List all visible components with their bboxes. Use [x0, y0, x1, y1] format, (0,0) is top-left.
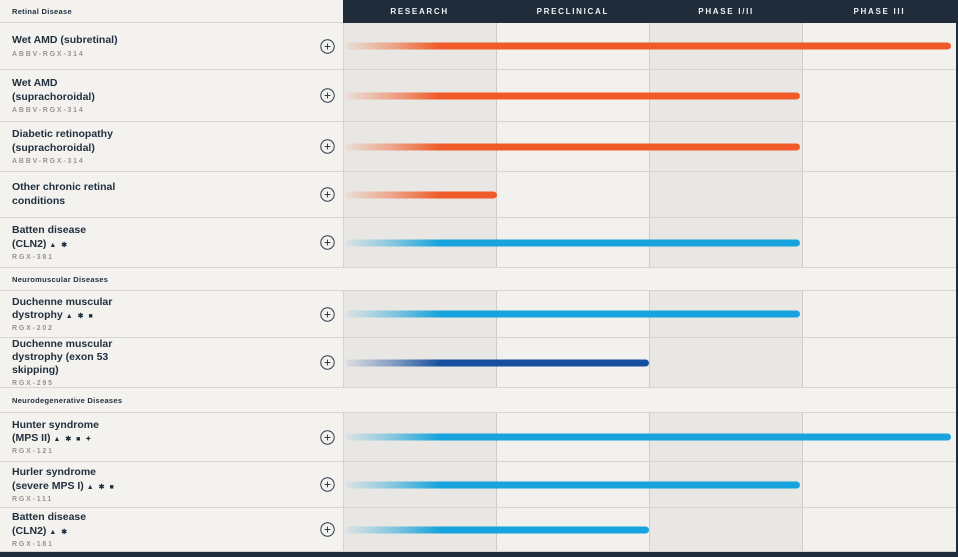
progress-bar: [345, 310, 800, 318]
program-name: Hunter syndrome (MPS II) ▲ ✱ ■ ✦: [12, 418, 99, 444]
program-label-cell: Diabetic retinopathy (suprachoroidal) ABBV…: [0, 122, 343, 171]
program-label-cell: Other chronic retinal conditions: [0, 172, 343, 217]
program-label-cell: Duchenne muscular dystrophy (exon 53 skipp…: [0, 338, 343, 387]
program-code: RGX-181: [12, 540, 54, 548]
designation-symbols: ▲ ✱: [49, 528, 69, 536]
pipeline-rows: Wet AMD (subretinal) ABBV-RGX-314 Wet AMD(…: [0, 23, 956, 552]
program-code: RGX-202: [12, 325, 54, 333]
phase-header-bar: Research Preclinical Phase I/II Phase II…: [343, 0, 956, 23]
phase-track: [343, 172, 956, 217]
pipeline-row: Duchenne muscular dystrophy ▲ ✱ ■ RGX-202: [0, 291, 956, 338]
program-label-cell: Hurler syndrome (severe MPS I) ▲ ✱ ■ RGX-11…: [0, 462, 343, 507]
expand-button[interactable]: [320, 235, 336, 251]
progress-bar: [345, 239, 800, 246]
progress-bar: [345, 526, 649, 533]
circle-plus-icon: [320, 38, 335, 54]
program-name: Diabetic retinopathy (suprachoroidal): [12, 128, 113, 154]
expand-button[interactable]: [320, 187, 336, 203]
circle-plus-icon: [320, 235, 335, 250]
pipeline-row: Batten disease (CLN2) ▲ ✱ RGX-181: [0, 508, 956, 552]
designation-symbols: ▲ ✱ ■: [86, 483, 116, 491]
circle-plus-icon: [320, 88, 335, 103]
program-code: RGX-121: [12, 448, 54, 456]
circle-plus-icon: [320, 139, 335, 154]
pipeline-row: Batten disease (CLN2) ▲ ✱ RGX-381: [0, 218, 956, 268]
program-name: Other chronic retinal conditions: [12, 181, 116, 207]
phase-track: [343, 291, 956, 337]
program-code: ABBV-RGX-314: [12, 106, 85, 114]
expand-button[interactable]: [320, 38, 336, 54]
section-title: Neuromuscular Diseases: [12, 274, 109, 284]
column-header-preclinical: Preclinical: [536, 7, 610, 16]
designation-symbols: ▲ ✱: [49, 241, 69, 249]
program-label-cell: Wet AMD (subretinal) ABBV-RGX-314: [0, 23, 343, 69]
progress-bar: [345, 42, 951, 50]
expand-button[interactable]: [320, 355, 336, 371]
program-label-cell: Hunter syndrome (MPS II) ▲ ✱ ■ ✦ RGX-121: [0, 413, 343, 461]
circle-plus-icon: [320, 355, 335, 370]
pipeline-row: Wet AMD (subretinal) ABBV-RGX-314: [0, 23, 956, 70]
program-name: Wet AMD (subretinal): [12, 34, 118, 47]
pipeline-row: Duchenne muscular dystrophy (exon 53 skipp…: [0, 338, 956, 388]
circle-plus-icon: [320, 306, 335, 322]
section-band: Neurodegenerative Diseases: [0, 388, 956, 413]
program-code: ABBV-RGX-314: [12, 157, 85, 165]
section-header-retinal: Retinal Disease: [0, 0, 343, 23]
expand-button[interactable]: [320, 477, 336, 493]
phase-track: [343, 413, 956, 461]
section-band: Neuromuscular Diseases: [0, 268, 956, 291]
progress-bar: [345, 191, 497, 198]
phase-track: [343, 23, 956, 69]
program-name: Duchenne muscular dystrophy (exon 53 skipp…: [12, 337, 113, 377]
expand-button[interactable]: [320, 306, 336, 322]
program-code: RGX-381: [12, 253, 54, 261]
pipeline-row: Hunter syndrome (MPS II) ▲ ✱ ■ ✦ RGX-121: [0, 413, 956, 462]
circle-plus-icon: [320, 477, 335, 492]
program-label-cell: Wet AMD (suprachoroidal) ABBV-RGX-314: [0, 70, 343, 121]
phase-track: [343, 462, 956, 507]
circle-plus-icon: [320, 522, 335, 537]
program-label-cell: Duchenne muscular dystrophy ▲ ✱ ■ RGX-202: [0, 291, 343, 337]
progress-bar: [345, 433, 951, 441]
expand-button[interactable]: [320, 139, 336, 155]
pipeline-row: Other chronic retinal conditions: [0, 172, 956, 218]
phase-track: [343, 508, 956, 551]
program-name: Hurler syndrome (severe MPS I) ▲ ✱ ■: [12, 466, 116, 492]
progress-bar: [345, 143, 800, 150]
progress-bar: [345, 92, 800, 99]
pipeline-row: Wet AMD (suprachoroidal) ABBV-RGX-314: [0, 70, 956, 122]
designation-symbols: ▲ ✱ ■ ✦: [53, 436, 93, 443]
circle-plus-icon: [320, 429, 335, 445]
pipeline-row: Hurler syndrome (severe MPS I) ▲ ✱ ■ RGX-11…: [0, 462, 956, 508]
phase-track: [343, 338, 956, 387]
phase-track: [343, 122, 956, 171]
designation-symbols: ▲ ✱ ■: [65, 313, 95, 320]
column-header-phase-3: Phase III: [853, 7, 906, 16]
section-title: Neurodegenerative Diseases: [12, 395, 123, 405]
table-header: Retinal Disease Research Preclinical Pha…: [0, 0, 956, 23]
program-name: Duchenne muscular dystrophy ▲ ✱ ■: [12, 295, 113, 321]
program-name: Wet AMD (suprachoroidal): [12, 77, 95, 103]
expand-button[interactable]: [320, 88, 336, 104]
program-label-cell: Batten disease (CLN2) ▲ ✱ RGX-181: [0, 508, 343, 551]
progress-bar: [345, 359, 649, 366]
pipeline-row: Diabetic retinopathy (suprachoroidal) ABBV…: [0, 122, 956, 172]
program-code: RGX-295: [12, 380, 54, 388]
program-name: Batten disease (CLN2) ▲ ✱: [12, 224, 87, 250]
expand-button[interactable]: [320, 429, 336, 445]
progress-bar: [345, 481, 800, 488]
phase-track: [343, 218, 956, 267]
program-name: Batten disease (CLN2) ▲ ✱: [12, 511, 87, 537]
expand-button[interactable]: [320, 522, 336, 538]
program-label-cell: Batten disease (CLN2) ▲ ✱ RGX-381: [0, 218, 343, 267]
program-code: RGX-111: [12, 495, 54, 503]
phase-track: [343, 70, 956, 121]
column-header-research: Research: [390, 7, 449, 16]
bottom-accent-bar: [0, 552, 956, 557]
column-header-phase-1-2: Phase I/II: [698, 7, 754, 16]
section-title: Retinal Disease: [12, 6, 72, 16]
circle-plus-icon: [320, 187, 335, 202]
program-code: ABBV-RGX-314: [12, 50, 85, 58]
